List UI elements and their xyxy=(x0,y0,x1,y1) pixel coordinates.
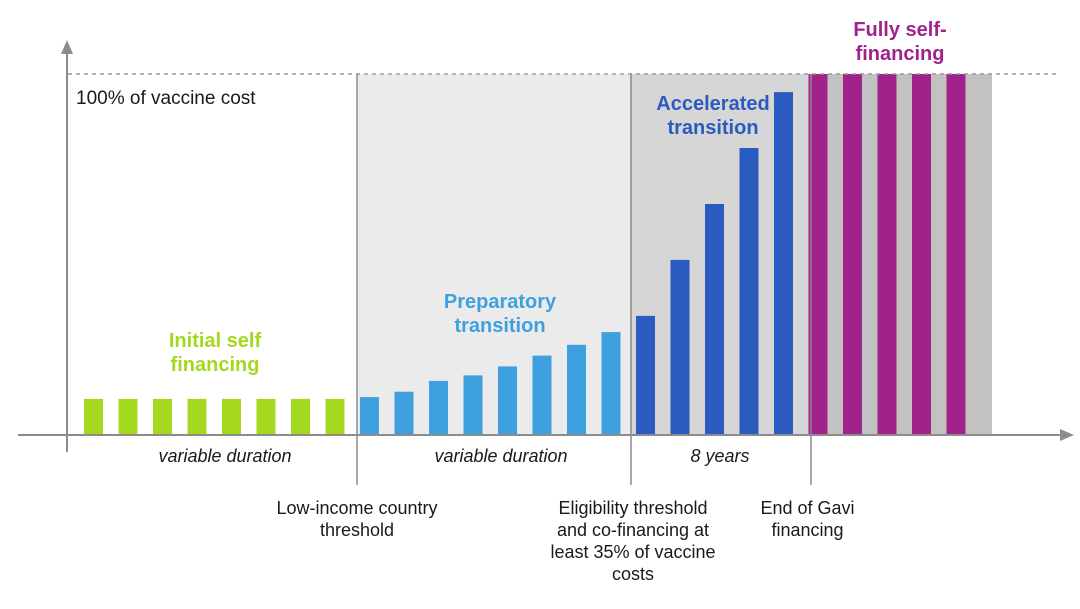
bar-accelerated-4 xyxy=(739,148,759,435)
bar-initial-7 xyxy=(291,398,310,435)
bar-self-1 xyxy=(808,74,828,435)
bar-initial-6 xyxy=(256,398,276,435)
milestone-label-end-gavi: End of Gavi financing xyxy=(760,498,855,540)
milestone-label-low-income: Low-income country threshold xyxy=(276,498,438,540)
y-axis-arrow-icon xyxy=(61,40,73,54)
bar-preparatory-3 xyxy=(429,380,448,435)
milestone-label-eligibility: Eligibility threshold and co-financing a… xyxy=(550,498,716,584)
bar-initial-4 xyxy=(187,398,207,435)
bar-preparatory-5 xyxy=(498,366,517,435)
bar-preparatory-6 xyxy=(532,355,552,435)
prep-phase-background xyxy=(357,74,631,435)
bar-self-4 xyxy=(912,74,931,435)
bar-preparatory-4 xyxy=(463,375,483,435)
x-axis-arrow-icon xyxy=(1060,429,1074,441)
bar-preparatory-1 xyxy=(360,397,379,435)
bar-accelerated-2 xyxy=(670,259,690,435)
bar-accelerated-5 xyxy=(774,92,793,435)
bar-self-2 xyxy=(843,74,862,435)
phase-label-self: Fully self-financing xyxy=(853,19,947,65)
bar-accelerated-3 xyxy=(705,204,724,435)
bar-self-5 xyxy=(946,74,966,435)
bar-accelerated-1 xyxy=(636,315,655,435)
bar-initial-5 xyxy=(222,398,241,435)
phase-label-accelerated: Accelerated transition xyxy=(656,93,770,139)
bar-preparatory-8 xyxy=(601,332,621,435)
bar-self-3 xyxy=(877,74,897,435)
full-cost-label: 100% of vaccine cost xyxy=(76,88,256,109)
bars-group xyxy=(84,74,966,436)
bar-initial-2 xyxy=(118,398,138,435)
duration-label-initial: variable duration xyxy=(158,446,292,466)
duration-label-accelerated: 8 years xyxy=(690,446,750,466)
bar-preparatory-2 xyxy=(394,391,414,435)
phase-label-initial: Initial self financing xyxy=(168,330,262,376)
duration-label-preparatory: variable duration xyxy=(434,446,568,466)
bar-preparatory-7 xyxy=(567,344,586,436)
phase-label-preparatory: Preparatory transition xyxy=(443,291,557,337)
bar-initial-3 xyxy=(153,398,172,435)
bar-initial-1 xyxy=(84,398,103,435)
bar-initial-8 xyxy=(325,398,345,435)
